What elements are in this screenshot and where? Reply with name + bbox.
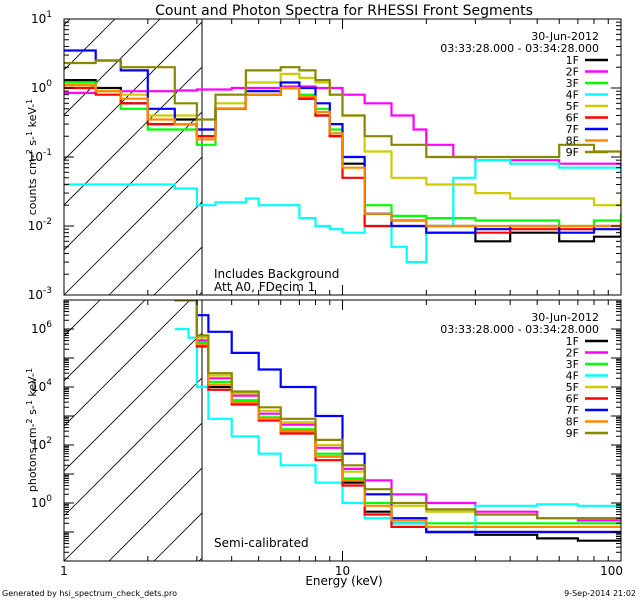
x-axis-tick-labels: 1 10 100 [60,564,623,578]
y-axis-label-top: counts cm-2 s-1 keV-1 [25,99,40,216]
legend-label-8F: 8F [566,135,579,148]
series-line-8F [64,84,621,228]
legend-label-9F: 9F [566,146,579,159]
hatch-line [64,377,202,517]
legend-label-6F: 6F [566,393,579,406]
hatch-line [0,0,4,295]
legend-label-2F: 2F [566,347,579,360]
footer-timestamp: 9-Sep-2014 21:02 [564,589,636,598]
hatch-line [64,422,202,561]
x-tick-label: 10 [335,564,350,578]
series-line-4F [64,159,621,264]
y-axis-label-bottom: photons cm-2 s-1 keV-1 [25,368,40,492]
legend-label-2F: 2F [566,66,579,79]
photon-series-group [174,300,621,542]
series-line-5F [64,72,621,207]
series-line-4F [174,327,621,534]
hatch-region-bottom [0,261,640,561]
hatch-line [244,261,544,561]
legend-label-3F: 3F [566,358,579,371]
legend-label-7F: 7F [566,404,579,417]
legend-label-1F: 1F [566,335,579,348]
legend-label-8F: 8F [566,416,579,429]
hatch-line [64,19,116,71]
annotation-attenuator: Att A0, FDecim 1 [214,280,315,294]
legend-label-3F: 3F [566,77,579,90]
footer-generator: Generated by hsi_spectrum_check_dets.pro [2,589,177,598]
legend-label-5F: 5F [566,381,579,394]
annotation-semi-calibrated: Semi-calibrated [214,536,309,550]
hatch-line [153,512,202,561]
x-tick-label: 1 [60,564,68,578]
legend-label-1F: 1F [566,54,579,67]
series-line-9F [174,300,621,520]
annotation-background: Includes Background [214,267,339,281]
legend-label-4F: 4F [566,89,579,102]
hatch-line [0,261,4,561]
hatch-line [64,19,161,116]
series-line-9F [64,59,621,159]
time-range-label-top: 03:33:28.000 - 03:34:28.000 [440,42,599,55]
hatch-line [153,246,202,295]
chart-title: Count and Photon Spectra for RHESSI Fron… [155,3,533,19]
legend-label-9F: 9F [566,427,579,440]
legend-label-4F: 4F [566,370,579,383]
hatch-line [0,0,49,295]
hatch-line [0,261,49,561]
y-tick-label: 10-3 [28,286,52,302]
y-tick-label: 100 [31,494,52,510]
hatch-line [64,332,202,472]
hatch-line [469,261,640,561]
legend-label-6F: 6F [566,112,579,125]
hatch-line [108,467,202,561]
hatch-line [198,557,202,561]
y-tick-label: 100 [31,79,52,95]
date-label-top: 30-Jun-2012 [531,30,599,43]
y-tick-label: 101 [31,10,52,26]
hatch-line [64,300,101,337]
hatch-line [64,300,191,427]
time-range-label-bottom: 03:33:28.000 - 03:34:28.000 [440,323,599,336]
hatch-line [604,261,640,561]
date-label-bottom: 30-Jun-2012 [531,311,599,324]
legend-label-5F: 5F [566,100,579,113]
hatch-line [64,111,202,251]
hatch-line [108,201,202,295]
hatch-line [64,300,146,382]
hatch-line [289,261,589,561]
x-axis-label: Energy (keV) [305,574,382,588]
hatch-region-top [0,0,640,295]
series-line-7F [174,300,621,534]
x-tick-label: 100 [600,564,623,578]
hatch-line [64,156,202,295]
hatch-line [604,0,640,295]
hatch-line [64,66,202,206]
count-series-group [64,49,621,264]
hatch-line [0,261,94,561]
legend-label-7F: 7F [566,123,579,136]
hatch-line [64,21,202,161]
y-tick-label: 10-2 [28,217,52,233]
y-tick-label: 106 [31,320,52,336]
